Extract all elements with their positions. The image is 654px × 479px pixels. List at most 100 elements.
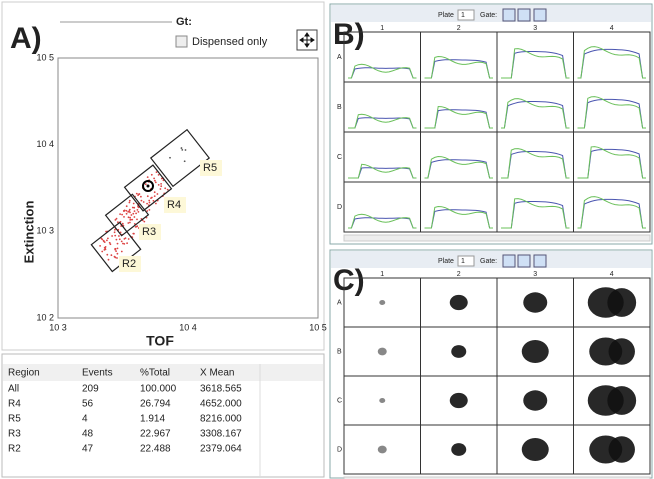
toolbar-button[interactable] — [534, 9, 546, 21]
table-cell: 22.967 — [140, 429, 171, 440]
row-label: B — [337, 348, 342, 355]
scatter-dot — [126, 242, 128, 244]
scatter-dot — [114, 256, 116, 258]
scatter-dot — [128, 216, 130, 218]
scatter-dot — [129, 202, 131, 204]
y-axis-label: Extinction — [21, 201, 36, 264]
scatter-dot — [131, 219, 133, 221]
toolbar-button[interactable] — [534, 255, 546, 267]
table-cell: 2379.064 — [200, 444, 242, 455]
region-label: R2 — [122, 258, 136, 270]
table-cell: 1.914 — [140, 414, 165, 425]
scatter-dot — [118, 235, 120, 237]
toolbar-button[interactable] — [503, 9, 515, 21]
scatter-dot — [160, 188, 162, 190]
scatter-dot — [129, 217, 131, 219]
scatter-dot — [115, 250, 117, 252]
checkbox[interactable] — [176, 36, 187, 47]
scatter-dot — [114, 235, 116, 237]
panel-label: B) — [333, 18, 365, 51]
x-axis-label: TOF — [146, 333, 174, 349]
scatter-dot — [119, 213, 121, 215]
object-image — [451, 443, 466, 456]
table-cell: 56 — [82, 399, 94, 410]
column-label: 4 — [610, 25, 614, 32]
scatter-dot — [149, 202, 151, 204]
scatter-dot — [147, 195, 149, 197]
row-label: C — [337, 397, 342, 404]
table-header: %Total — [140, 368, 170, 379]
scatter-dot — [116, 239, 118, 241]
object-image — [378, 446, 387, 454]
y-tick-label: 10 5 — [36, 52, 54, 62]
object-image — [607, 386, 636, 415]
scatter-dot — [132, 233, 134, 235]
toolbar-button[interactable] — [518, 255, 530, 267]
row-label: A — [337, 54, 342, 61]
scatter-dot — [153, 178, 155, 180]
table-cell: R5 — [8, 414, 21, 425]
row-label: B — [337, 104, 342, 111]
object-image — [607, 288, 636, 317]
scatter-dot — [129, 212, 131, 214]
table-cell: R2 — [8, 444, 21, 455]
scatter-dot — [160, 183, 162, 185]
scatter-dot — [158, 184, 160, 186]
scatter-dot — [123, 210, 125, 212]
table-header: Events — [82, 368, 113, 379]
scatter-dot — [109, 242, 111, 244]
scatter-dot — [101, 239, 103, 241]
column-label: 3 — [533, 271, 537, 278]
scatter-dot — [111, 254, 113, 256]
toolbar-button[interactable] — [518, 9, 530, 21]
table-header: X Mean — [200, 368, 234, 379]
scatter-dot — [127, 222, 129, 224]
scatter-dot — [106, 240, 108, 242]
plate-label: Plate — [438, 258, 454, 265]
column-label: 3 — [533, 25, 537, 32]
crosshair-icon[interactable] — [297, 30, 317, 50]
scatter-dot — [134, 210, 136, 212]
scatter-dot — [140, 196, 142, 198]
table-cell: 22.488 — [140, 444, 171, 455]
column-label: 4 — [610, 271, 614, 278]
scatter-dot — [139, 193, 141, 195]
scatter-dot — [121, 214, 123, 216]
scatter-dot — [101, 251, 103, 253]
object-image — [522, 340, 549, 363]
scatter-dot — [150, 197, 152, 199]
scatter-dot — [117, 253, 119, 255]
scatter-dot — [123, 216, 125, 218]
scatter-dot — [103, 240, 105, 242]
table-cell: 8216.000 — [200, 414, 242, 425]
checkbox-label: Dispensed only — [192, 36, 268, 48]
scatter-dot — [131, 214, 133, 216]
scatter-dot — [156, 171, 158, 173]
panel-b-frame — [330, 4, 652, 244]
scatter-dot — [155, 203, 157, 205]
scatter-dot — [136, 226, 138, 228]
scatter-dot — [185, 149, 187, 151]
scatter-dot — [104, 247, 106, 249]
plate-label: Plate — [438, 12, 454, 19]
scatter-dot — [143, 201, 145, 203]
plate-value: 1 — [461, 12, 465, 19]
object-image — [451, 345, 466, 358]
table-cell: 100.000 — [140, 384, 177, 395]
toolbar-button[interactable] — [503, 255, 515, 267]
x-tick-label: 10 4 — [179, 322, 197, 332]
scatter-dot — [106, 254, 108, 256]
table-cell: 3618.565 — [200, 384, 242, 395]
scatter-dot — [146, 203, 148, 205]
scatter-dot — [107, 238, 109, 240]
gate-label: Gate: — [480, 258, 497, 265]
object-image — [609, 338, 635, 364]
scatter-dot — [129, 200, 131, 202]
scatter-dot — [143, 221, 145, 223]
scatter-dot — [136, 193, 138, 195]
object-image — [379, 300, 385, 305]
scatter-dot — [141, 200, 143, 202]
scatter-dot — [99, 245, 101, 247]
scatter-dot — [147, 176, 149, 178]
scatter-dot — [151, 174, 153, 176]
